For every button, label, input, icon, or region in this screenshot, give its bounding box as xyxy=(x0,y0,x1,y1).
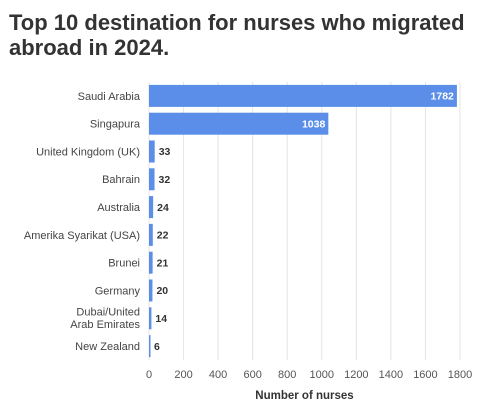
x-tick-label: 600 xyxy=(243,369,261,381)
category-label: United Kingdom (UK) xyxy=(36,146,140,158)
category-label: Bahrain xyxy=(102,174,140,186)
bar xyxy=(149,279,153,302)
value-label: 1782 xyxy=(431,91,455,103)
x-tick-label: 0 xyxy=(146,369,152,381)
x-tick-label: 1400 xyxy=(379,369,403,381)
x-tick-label: 800 xyxy=(278,369,296,381)
x-tick-label: 400 xyxy=(209,369,227,381)
value-labels: 1782 1038 33 32 24 22 21 20 14 6 xyxy=(154,91,454,353)
chart-title: Top 10 destination for nurses who migrat… xyxy=(9,10,465,60)
category-label: Australia xyxy=(97,202,141,214)
category-label: Singapura xyxy=(90,119,141,131)
value-label: 1038 xyxy=(302,118,326,130)
bar xyxy=(149,335,151,358)
bar xyxy=(149,140,155,163)
bar xyxy=(149,112,329,135)
bars xyxy=(149,84,457,358)
x-tick-label: 1200 xyxy=(344,369,368,381)
value-label: 20 xyxy=(156,285,168,297)
value-label: 21 xyxy=(157,257,169,269)
x-tick-label: 1600 xyxy=(413,369,437,381)
category-label: Brunei xyxy=(108,258,140,270)
x-axis-ticks: 0 200 400 600 800 1000 1200 1400 1600 1800 xyxy=(146,369,472,381)
value-label: 6 xyxy=(154,341,160,353)
category-label: Saudi Arabia xyxy=(78,91,141,103)
x-tick-label: 200 xyxy=(174,369,192,381)
x-tick-label: 1800 xyxy=(448,369,472,381)
value-label: 24 xyxy=(157,202,169,214)
bar xyxy=(149,251,153,274)
category-label: Germany xyxy=(95,285,141,297)
category-label: Amerika Syarikat (USA) xyxy=(24,230,140,242)
bar xyxy=(149,307,152,330)
x-axis-title: Number of nurses xyxy=(255,390,353,402)
value-label: 32 xyxy=(159,174,171,186)
bar xyxy=(149,168,155,191)
value-label: 14 xyxy=(155,313,167,325)
category-label: New Zealand xyxy=(75,341,140,353)
value-label: 33 xyxy=(159,146,171,158)
category-label: Dubai/United Arab Emirates xyxy=(70,307,140,332)
value-label: 22 xyxy=(157,230,169,242)
bar xyxy=(149,84,457,107)
x-tick-label: 1000 xyxy=(310,369,334,381)
bar xyxy=(149,196,154,219)
bar xyxy=(149,223,153,246)
category-labels: Saudi Arabia Singapura United Kingdom (UK)… xyxy=(24,91,141,353)
